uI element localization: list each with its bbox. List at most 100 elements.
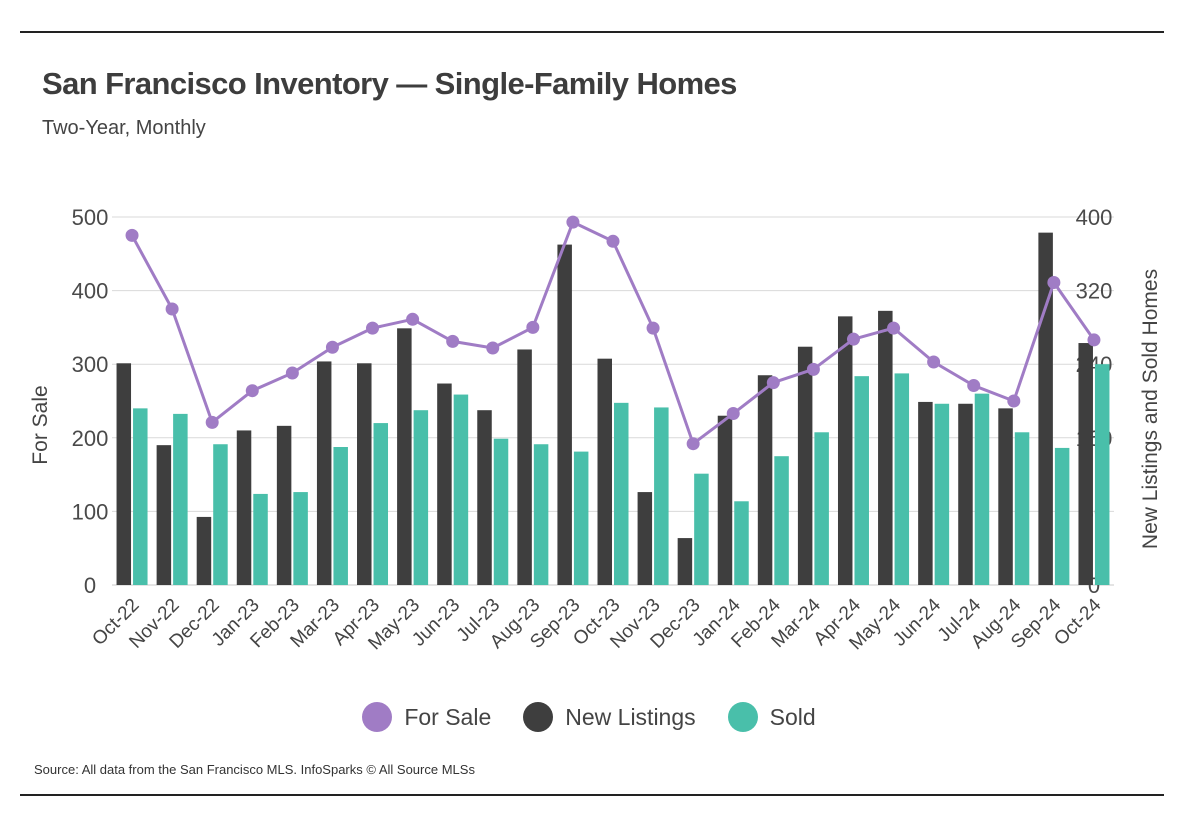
point-for-sale: [606, 234, 620, 248]
bar-sold: [133, 408, 148, 585]
bar-new-listings: [958, 403, 973, 585]
right-axis-title: New Listings and Sold Homes: [1139, 269, 1162, 549]
legend-item-new-listings[interactable]: New Listings: [523, 702, 696, 732]
left-axis-title: For Sale: [29, 385, 52, 464]
bar-new-listings: [837, 316, 853, 585]
point-for-sale: [125, 228, 139, 242]
point-for-sale: [726, 407, 740, 421]
bar-new-listings: [637, 492, 653, 585]
bar-sold: [854, 376, 869, 585]
bar-sold: [654, 407, 669, 585]
point-for-sale: [806, 362, 820, 376]
bar-sold: [573, 451, 589, 585]
bar-new-listings: [998, 408, 1013, 585]
point-for-sale: [1007, 394, 1021, 408]
bar-sold: [453, 394, 469, 585]
legend-swatch-sold: [727, 702, 758, 732]
point-for-sale: [927, 355, 941, 369]
bar-sold: [1054, 447, 1070, 585]
bar-sold: [213, 444, 228, 585]
legend-label-new-listings: New Listings: [565, 703, 696, 730]
bar-new-listings: [477, 410, 492, 585]
right-tick-label: 400: [1076, 205, 1113, 230]
point-for-sale: [325, 340, 339, 354]
bar-new-listings: [156, 445, 172, 585]
bar-sold: [774, 456, 789, 585]
left-tick-label: 100: [72, 499, 109, 524]
legend: For Sale New Listings Sold: [0, 702, 1178, 732]
bar-new-listings: [517, 349, 532, 585]
bar-sold: [1014, 432, 1030, 585]
point-for-sale: [686, 437, 700, 451]
bar-sold: [934, 403, 950, 585]
bar-sold: [974, 393, 990, 585]
bar-new-listings: [557, 244, 572, 585]
bar-new-listings: [357, 363, 372, 585]
bar-new-listings: [1078, 343, 1093, 585]
legend-label-for-sale: For Sale: [404, 703, 492, 730]
bar-new-listings: [597, 358, 612, 585]
point-for-sale: [406, 312, 420, 326]
legend-label-sold: Sold: [769, 703, 816, 730]
chart-subtitle: Two-Year, Monthly: [42, 117, 206, 139]
bar-new-listings: [116, 363, 132, 585]
point-for-sale: [245, 384, 259, 398]
bar-sold: [173, 413, 188, 585]
legend-swatch-for-sale: [362, 702, 393, 732]
point-for-sale: [446, 334, 460, 348]
point-for-sale: [526, 320, 540, 334]
bar-sold: [614, 402, 629, 585]
left-tick-label: 400: [72, 279, 109, 304]
point-for-sale: [766, 376, 780, 390]
bar-new-listings: [797, 346, 813, 585]
point-for-sale: [366, 321, 380, 335]
bar-sold: [894, 373, 910, 585]
bar-new-listings: [397, 328, 412, 585]
bar-sold: [814, 432, 829, 585]
line-for-sale: [130, 220, 1096, 446]
point-for-sale: [887, 321, 901, 335]
bottom-rule: [20, 794, 1164, 796]
bar-new-listings: [236, 430, 252, 585]
point-for-sale: [566, 215, 580, 229]
legend-item-sold[interactable]: Sold: [727, 702, 816, 732]
bar-new-listings: [437, 383, 452, 585]
bar-new-listings: [677, 538, 693, 585]
source-note: Source: All data from the San Francisco …: [34, 762, 475, 777]
point-for-sale: [205, 415, 219, 429]
bar-new-listings: [717, 415, 733, 585]
point-for-sale: [285, 366, 299, 380]
right-tick-label: 320: [1076, 279, 1113, 304]
top-rule: [20, 31, 1164, 33]
point-for-sale: [646, 321, 660, 335]
chart-title: San Francisco Inventory — Single-Family …: [42, 66, 737, 101]
bar-new-listings: [276, 425, 292, 585]
point-for-sale: [486, 341, 500, 355]
bar-sold: [253, 493, 268, 585]
bar-sold: [293, 492, 308, 585]
bar-sold: [493, 438, 509, 585]
bar-new-listings: [316, 361, 332, 585]
legend-item-for-sale[interactable]: For Sale: [362, 702, 491, 732]
bar-sold: [533, 444, 549, 585]
bar-new-listings: [878, 310, 893, 585]
x-tick-label: Oct-24: [1050, 594, 1105, 649]
bar-sold: [373, 423, 389, 585]
left-tick-label: 0: [84, 573, 96, 598]
bar-sold: [333, 447, 348, 585]
point-for-sale: [1087, 333, 1101, 347]
bar-sold: [1094, 364, 1110, 585]
bar-sold: [734, 501, 749, 585]
left-tick-label: 300: [72, 352, 109, 377]
point-for-sale: [165, 302, 179, 316]
bar-new-listings: [757, 375, 773, 585]
point-for-sale: [1047, 276, 1061, 290]
point-for-sale: [967, 379, 981, 393]
bar-new-listings: [918, 401, 933, 585]
bar-new-listings: [196, 516, 212, 585]
bar-sold: [694, 473, 709, 585]
left-tick-label: 200: [72, 426, 109, 451]
point-for-sale: [846, 332, 860, 346]
left-tick-label: 500: [72, 205, 109, 230]
